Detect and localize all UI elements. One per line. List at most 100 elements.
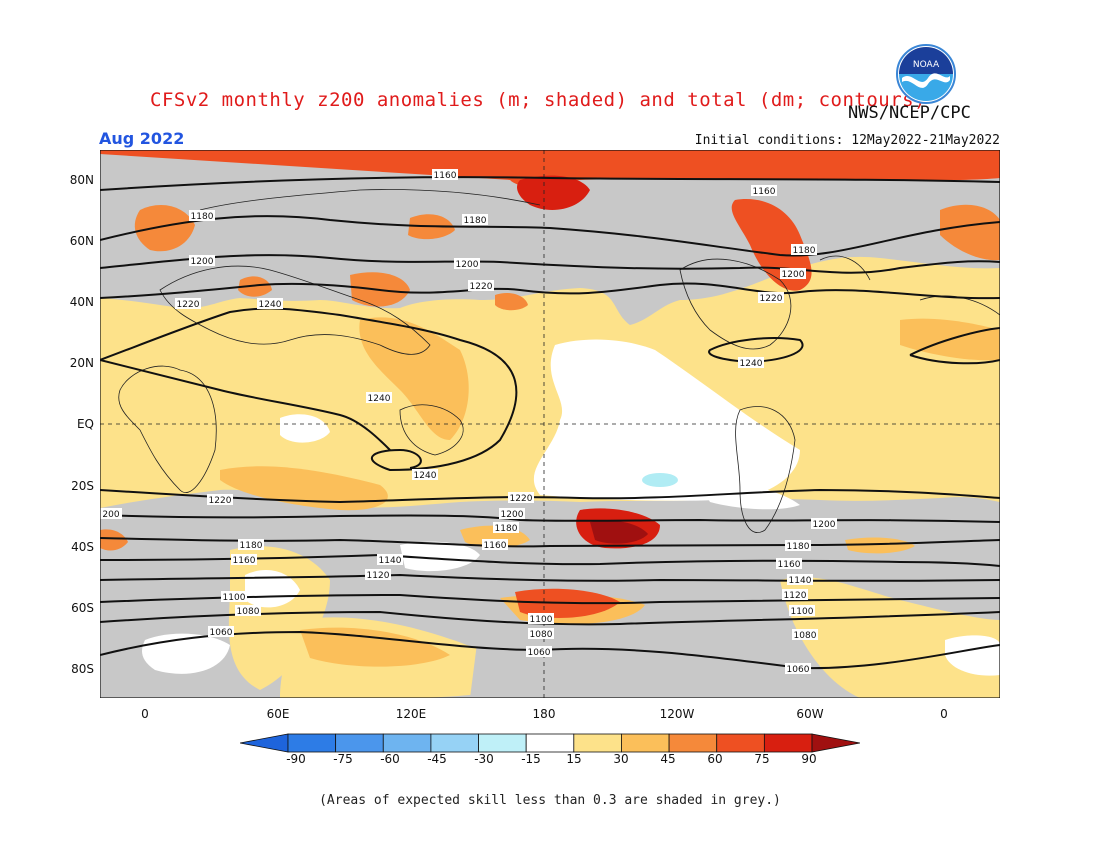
svg-text:1160: 1160 <box>233 556 256 566</box>
contour-label: 1180 <box>812 517 838 529</box>
colorbar-label: -45 <box>427 752 447 766</box>
shade-darkred-arctic <box>517 175 590 210</box>
colorbar-segment <box>716 733 765 753</box>
svg-text:1200: 1200 <box>501 510 524 520</box>
svg-text:1220: 1220 <box>470 282 493 292</box>
contour-label: 1080 <box>528 628 554 640</box>
contour-label: 1200 <box>189 255 215 267</box>
svg-text:1100: 1100 <box>791 607 814 617</box>
svg-text:1080: 1080 <box>237 607 260 617</box>
svg-text:1220: 1220 <box>760 294 783 304</box>
chart-title: CFSv2 monthly z200 anomalies (m; shaded)… <box>150 89 927 111</box>
contour-label: 1240 <box>257 298 283 310</box>
colorbar-label: 15 <box>566 752 582 766</box>
shade-white-antarctic-1 <box>142 633 230 674</box>
lon-label: 0 <box>141 707 149 721</box>
colorbar <box>240 733 860 753</box>
contour-label: 1140 <box>377 554 403 566</box>
shade-red-arctic <box>100 150 1000 186</box>
noaa-logo-icon: NOAA <box>896 44 956 104</box>
contour-label: 1120 <box>365 569 391 581</box>
svg-text:1160: 1160 <box>484 541 507 551</box>
svg-text:1160: 1160 <box>434 171 457 181</box>
svg-text:1180: 1180 <box>495 524 518 534</box>
shade-orange-south-1 <box>300 627 450 667</box>
svg-text:1240: 1240 <box>740 359 763 369</box>
contour-label: 1060 <box>208 626 234 638</box>
colorbar-label: 30 <box>613 752 629 766</box>
forecast-month: Aug 2022 <box>99 129 185 148</box>
shade-orangered-canada <box>731 199 812 291</box>
shade-orange-west <box>100 529 128 551</box>
contour-label: 1060 <box>785 663 811 675</box>
lat-label: 20N <box>69 356 94 370</box>
svg-text:1080: 1080 <box>530 630 553 640</box>
svg-text:1180: 1180 <box>464 216 487 226</box>
svg-text:1120: 1120 <box>784 591 807 601</box>
svg-text:1060: 1060 <box>787 665 810 675</box>
svg-text:1200: 1200 <box>813 520 836 530</box>
colorbar-segment <box>382 733 432 753</box>
colorbar-label: 45 <box>660 752 676 766</box>
contour-label: 1220 <box>207 494 233 506</box>
lat-label: 80N <box>69 173 94 187</box>
contour-label: 1180 <box>238 539 264 551</box>
shade-white-indian <box>280 414 330 443</box>
svg-text:1200: 1200 <box>456 260 479 270</box>
contour-label: 1100 <box>528 613 554 625</box>
svg-text:1160: 1160 <box>778 560 801 570</box>
contour-label: 1180 <box>189 210 215 222</box>
lon-label: 0 <box>940 707 948 721</box>
shade-white-antarctic-2 <box>945 635 1000 676</box>
colorbar-segment <box>478 733 527 753</box>
svg-text:1120: 1120 <box>367 571 390 581</box>
svg-text:1220: 1220 <box>209 496 232 506</box>
contour-label: 1220 <box>758 292 784 304</box>
svg-text:1200: 1200 <box>782 270 805 280</box>
colorbar-label: -15 <box>521 752 541 766</box>
contour-label: 1180 <box>791 244 817 256</box>
colorbar-label: 90 <box>801 752 817 766</box>
shade-lightblue-spot <box>642 473 678 487</box>
anomaly-map: 1160 1160 1180 1180 1180 1200 1200 1200 … <box>100 150 1000 698</box>
colorbar-segment <box>335 733 384 753</box>
svg-text:1100: 1100 <box>530 615 553 625</box>
svg-text:1060: 1060 <box>210 628 233 638</box>
colorbar-segment <box>621 733 670 753</box>
contour-label: 1240 <box>738 357 764 369</box>
contour-label: 1200 <box>811 518 837 530</box>
lon-label: 60W <box>796 707 824 721</box>
lat-label: 40N <box>69 295 94 309</box>
shade-orange-south-3 <box>845 537 915 554</box>
svg-text:1160: 1160 <box>753 187 776 197</box>
colorbar-segment <box>811 733 860 753</box>
shade-orangered-scandinavia <box>940 204 1000 261</box>
colorbar-segment <box>763 733 813 753</box>
shade-orangered-nw-atlantic <box>134 205 195 252</box>
contour-label: 1080 <box>792 629 818 641</box>
contour-label: 1200 <box>454 258 480 270</box>
lat-label: 20S <box>71 479 94 493</box>
colorbar-segment <box>430 733 479 753</box>
colorbar-label: 75 <box>754 752 770 766</box>
svg-text:1140: 1140 <box>789 576 812 586</box>
agency-label: NWS/NCEP/CPC <box>848 103 971 123</box>
svg-text:1060: 1060 <box>528 648 551 658</box>
contour-label: 200 <box>100 508 122 520</box>
contour-label: 1100 <box>221 591 247 603</box>
lat-label: 80S <box>71 662 94 676</box>
colorbar-segment <box>525 733 575 753</box>
svg-text:1220: 1220 <box>177 300 200 310</box>
contour-label: 1220 <box>508 492 534 504</box>
colorbar-segment <box>240 733 289 753</box>
initial-conditions: Initial conditions: 12May2022-21May2022 <box>694 133 1000 148</box>
svg-text:1220: 1220 <box>510 494 533 504</box>
shade-white-south-pac-2 <box>245 570 300 608</box>
contour-label: 1240 <box>366 392 392 404</box>
contour-label: 1160 <box>482 538 508 550</box>
contour-label: 1180 <box>785 540 811 552</box>
shade-white-central-pacific <box>533 339 800 501</box>
colorbar-label: -30 <box>474 752 494 766</box>
colorbar-label: -60 <box>380 752 400 766</box>
contour-label: 1060 <box>526 646 552 658</box>
